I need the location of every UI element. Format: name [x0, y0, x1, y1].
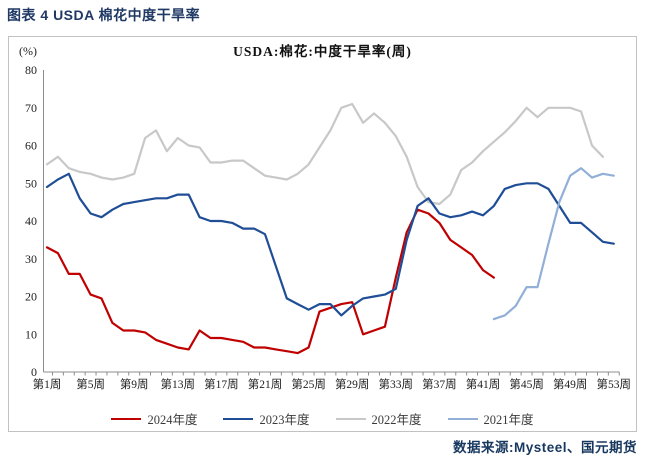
x-axis-tick-label: 第21周: [248, 377, 283, 391]
chart-title: USDA:棉花:中度干旱率(周): [233, 44, 412, 59]
legend-item-2022: 2022年度: [335, 409, 422, 428]
x-axis-tick-label: 第5周: [76, 377, 105, 391]
x-axis-tick-label: 第53周: [597, 377, 632, 391]
legend-item-2021: 2021年度: [447, 409, 534, 428]
figure-caption: 图表 4 USDA 棉花中度干旱率: [7, 7, 201, 23]
y-axis-unit-label: (%): [19, 44, 37, 58]
legend-label: 2022年度: [371, 413, 422, 427]
y-axis-tick-label: 80: [25, 63, 37, 77]
y-axis-tick-label: 60: [25, 139, 37, 153]
chart-panel: [8, 36, 637, 432]
x-axis-tick-label: 第49周: [553, 377, 588, 391]
x-axis-tick-label: 第17周: [204, 377, 239, 391]
y-axis-tick-label: 40: [25, 214, 37, 228]
x-axis-tick-label: 第25周: [291, 377, 326, 391]
y-axis-tick-label: 70: [25, 101, 37, 115]
legend-swatch: [335, 417, 366, 420]
series-line-2024: [45, 208, 495, 355]
x-axis-tick-label: 第45周: [509, 377, 544, 391]
legend-swatch: [111, 417, 142, 420]
legend-item-2024: 2024年度: [111, 409, 197, 428]
x-axis-tick-label: 第1周: [33, 377, 62, 391]
y-axis-tick-label: 20: [25, 290, 37, 304]
x-axis-tick-label: 第33周: [379, 377, 414, 391]
x-axis-tick-label: 第13周: [161, 377, 196, 391]
x-axis-tick-label: 第41周: [466, 377, 501, 391]
legend-item-2023: 2023年度: [223, 409, 310, 428]
y-axis-tick-label: 30: [25, 252, 37, 266]
legend-label: 2021年度: [483, 413, 534, 427]
chart-legend: 2024年度 2023年度 2022年度 2021年度: [8, 409, 637, 428]
legend-label: 2023年度: [259, 413, 310, 427]
y-axis-tick-label: 0: [31, 365, 37, 379]
y-axis-tick-label: 50: [25, 176, 37, 190]
series-line-2022: [45, 102, 605, 206]
data-source-note: 数据来源:Mysteel、国元期货: [452, 440, 637, 455]
y-axis-tick-label: 10: [25, 327, 37, 341]
x-axis-tick-label: 第37周: [422, 377, 457, 391]
x-axis-tick-label: 第9周: [120, 377, 149, 391]
legend-swatch: [447, 417, 478, 420]
legend-swatch: [223, 417, 254, 420]
x-axis-tick-label: 第29周: [335, 377, 370, 391]
legend-label: 2024年度: [147, 413, 198, 427]
series-line-2021: [492, 167, 615, 321]
series-line-2023: [45, 172, 615, 317]
